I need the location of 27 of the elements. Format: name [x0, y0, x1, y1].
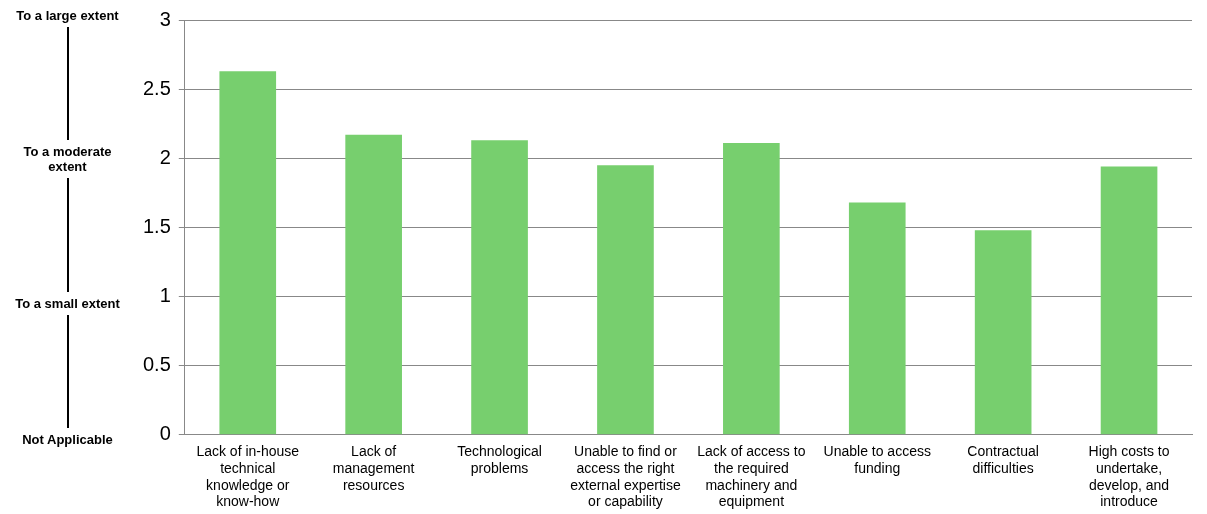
- y-tick-label: 0.5: [142, 353, 171, 376]
- y-tick-label: 2.5: [142, 76, 171, 99]
- x-tick-label: Lack of in-house technical knowledge or know-how: [196, 443, 300, 510]
- y-tick-label: 3: [159, 7, 171, 30]
- x-tick-label: Unable to access funding: [823, 443, 931, 476]
- bar: [1100, 166, 1158, 435]
- bar: [219, 71, 277, 435]
- bar: [597, 165, 654, 435]
- text: To a large extent: [15, 8, 120, 23]
- x-tick-label: Technological problems: [457, 443, 542, 476]
- x-tick-label: Lack of access to the required machinery and equipment: [697, 443, 806, 510]
- y-tick-label: 2: [159, 145, 171, 168]
- x-tick-label: High costs to undertake, develop, and introduce: [1088, 443, 1170, 510]
- y-tick-label: 1: [159, 284, 171, 307]
- x-tick-label: Lack of management resources: [332, 443, 415, 493]
- text: To a moderate extent: [22, 144, 113, 175]
- y-tick-label: 0: [159, 422, 171, 445]
- bar: [345, 134, 402, 435]
- bar: [471, 140, 528, 435]
- bar: [848, 202, 906, 435]
- text: To a small extent: [14, 295, 121, 311]
- text: Not Applicable: [21, 431, 114, 447]
- bar: [723, 143, 780, 435]
- bar: [974, 230, 1032, 435]
- y-tick-label: 1.5: [142, 214, 171, 237]
- x-tick-label: Unable to find or access the right external expertise or capability: [570, 443, 681, 510]
- x-tick-label: Contractual difficulties: [967, 443, 1039, 476]
